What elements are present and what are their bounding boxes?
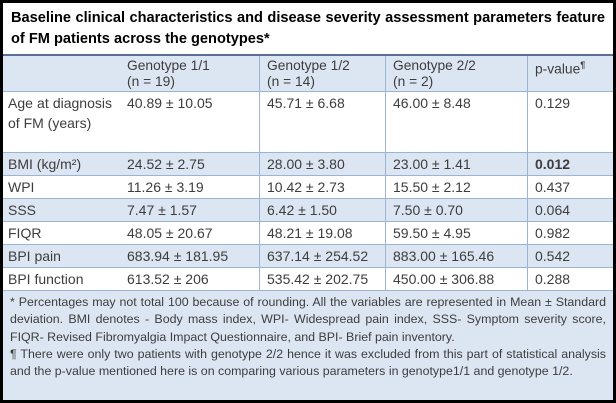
cell-fiqr-p-value: 0.982	[527, 222, 613, 245]
header-p-value: p-value¶	[527, 56, 613, 92]
header-p-value-label: p-value	[535, 61, 581, 77]
row-label-wpi: WPI	[8, 179, 35, 196]
cell-wpi-genotype-1-2: 10.42 ± 2.73	[259, 176, 385, 199]
header-genotype-1-1-n: (n = 19)	[127, 73, 175, 89]
header-genotype-2-2-n: (n = 2)	[393, 73, 434, 89]
cell-bmi-genotype-2-2: 23.00 ± 1.41	[385, 153, 527, 176]
header-genotype-2-2: Genotype 2/2 (n = 2)	[385, 56, 527, 92]
cell-sss-genotype-1-1: 7.47 ± 1.57	[127, 202, 197, 219]
row-label-bmi: BMI (kg/m²)	[8, 156, 82, 173]
cell-fiqr-genotype-1-2: 48.21 ± 19.08	[259, 222, 385, 245]
footnote-asterisk: * Percentages may not total 100 because …	[10, 295, 606, 344]
cell-age-genotype-2-2: 46.00 ± 8.48	[385, 92, 527, 153]
header-genotype-2-2-name: Genotype 2/2	[393, 58, 476, 73]
header-genotype-1-2-name: Genotype 1/2	[267, 58, 350, 73]
cell-fiqr-genotype-2-2: 59.50 ± 4.95	[385, 222, 527, 245]
cell-bpi-function-p-value: 0.288	[527, 268, 613, 291]
cell-bpi-function-genotype-2-2: 450.00 ± 306.88	[385, 268, 527, 291]
table-footnotes: * Percentages may not total 100 because …	[3, 291, 613, 400]
header-empty-cell	[3, 56, 120, 77]
cell-wpi-genotype-1-1: 11.26 ± 3.19	[127, 179, 204, 196]
cell-bpi-pain-genotype-2-2: 883.00 ± 165.46	[385, 245, 527, 268]
footnote-pilcrow: ¶ There were only two patients with geno…	[10, 346, 606, 378]
cell-bpi-function-genotype-1-2: 535.42 ± 202.75	[259, 268, 385, 291]
cell-bpi-pain-genotype-1-2: 637.14 ± 254.52	[259, 245, 385, 268]
row-label-age: Age at diagnosis of FM (years)	[8, 95, 112, 132]
row-label-bpi-function: BPI function	[8, 271, 84, 288]
table-row-wpi: WPI 11.26 ± 3.19 10.42 ± 2.73 15.50 ± 2.…	[3, 176, 613, 200]
cell-age-p-value: 0.129	[527, 92, 613, 153]
row-label-fiqr: FIQR	[8, 225, 42, 242]
cell-fiqr-genotype-1-1: 48.05 ± 20.67	[127, 225, 213, 242]
table-row-bpi-pain: BPI pain 683.94 ± 181.95 637.14 ± 254.52…	[3, 245, 613, 269]
cell-bpi-pain-genotype-1-1: 683.94 ± 181.95	[127, 248, 229, 265]
cell-bpi-function-genotype-1-1: 613.52 ± 206	[127, 271, 209, 288]
table-row-sss: SSS 7.47 ± 1.57 6.42 ± 1.50 7.50 ± 0.70 …	[3, 199, 613, 223]
cell-bpi-pain-p-value: 0.542	[527, 245, 613, 268]
table-header-row: Genotype 1/1 (n = 19) Genotype 1/2 (n = …	[3, 56, 613, 93]
header-genotype-1-1: Genotype 1/1 (n = 19)	[120, 56, 259, 91]
header-genotype-1-1-name: Genotype 1/1	[127, 58, 210, 73]
header-genotype-1-2: Genotype 1/2 (n = 14)	[259, 56, 385, 92]
table-row-age: Age at diagnosis of FM (years) 40.89 ± 1…	[3, 92, 613, 154]
cell-bmi-genotype-1-2: 28.00 ± 3.80	[259, 153, 385, 176]
row-label-bpi-pain: BPI pain	[8, 248, 61, 265]
cell-bmi-genotype-1-1: 24.52 ± 2.75	[127, 156, 205, 173]
table-row-bmi: BMI (kg/m²) 24.52 ± 2.75 28.00 ± 3.80 23…	[3, 153, 613, 177]
table-title: Baseline clinical characteristics and di…	[3, 3, 613, 56]
cell-sss-p-value: 0.064	[527, 199, 613, 222]
cell-age-genotype-1-1: 40.89 ± 10.05	[127, 95, 213, 112]
cell-age-genotype-1-2: 45.71 ± 6.68	[259, 92, 385, 153]
cell-wpi-p-value: 0.437	[527, 176, 613, 199]
pilcrow-superscript: ¶	[580, 60, 586, 70]
cell-sss-genotype-1-2: 6.42 ± 1.50	[259, 199, 385, 222]
header-genotype-1-2-n: (n = 14)	[267, 73, 315, 89]
table-row-fiqr: FIQR 48.05 ± 20.67 48.21 ± 19.08 59.50 ±…	[3, 222, 613, 246]
cell-sss-genotype-2-2: 7.50 ± 0.70	[385, 199, 527, 222]
row-label-sss: SSS	[8, 202, 37, 219]
table-row-bpi-function: BPI function 613.52 ± 206 535.42 ± 202.7…	[3, 268, 613, 292]
cell-bmi-p-value: 0.012	[527, 153, 613, 176]
cell-wpi-genotype-2-2: 15.50 ± 2.12	[385, 176, 527, 199]
